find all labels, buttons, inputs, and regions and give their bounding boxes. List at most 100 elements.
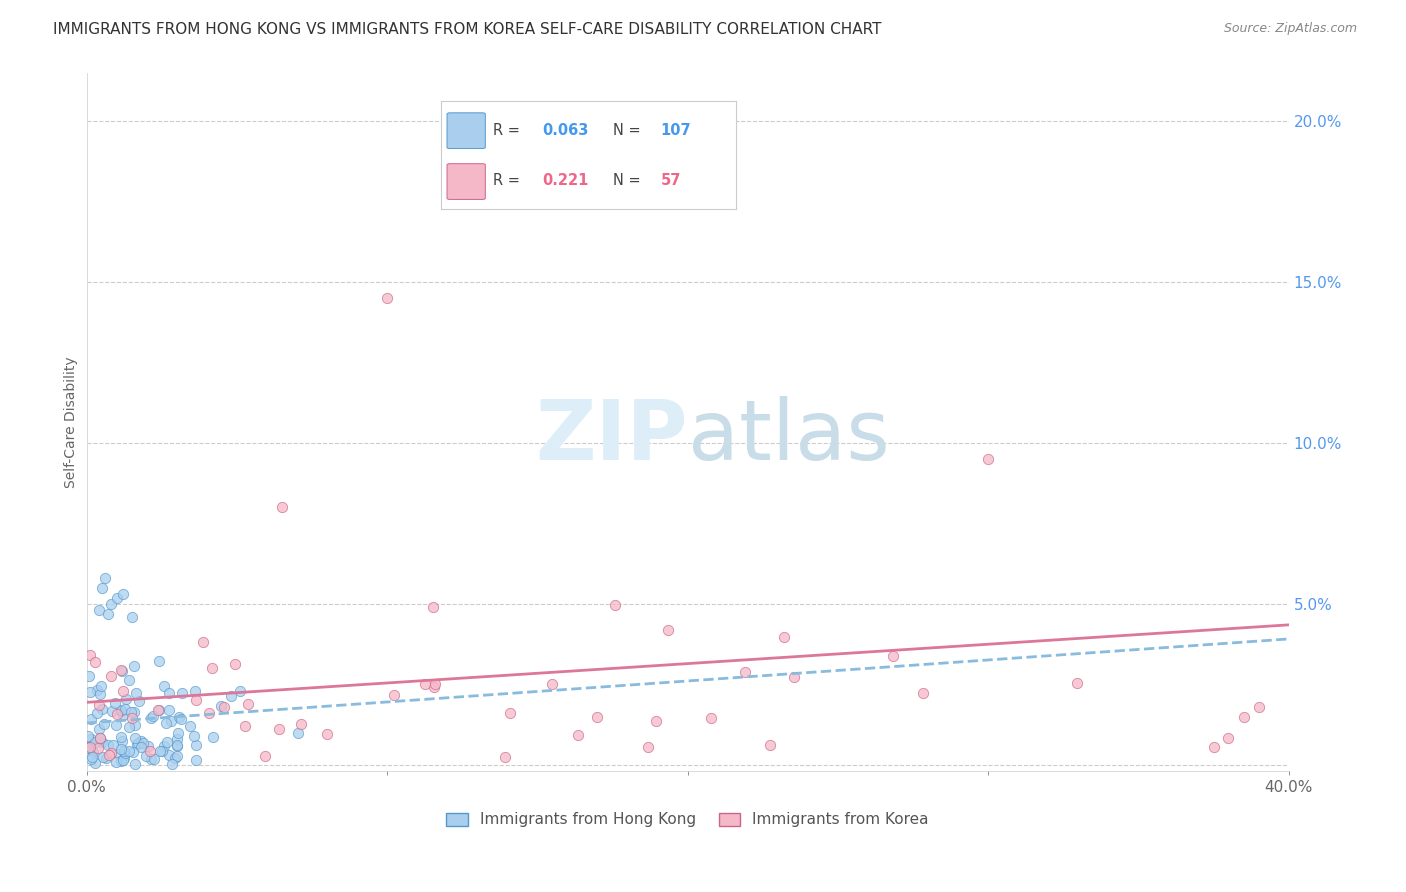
- Point: [112, 750, 135, 764]
- Text: ZIP: ZIP: [536, 396, 688, 476]
- Point: [87, 698, 110, 713]
- Point: [80, 732, 103, 747]
- Point: [114, 702, 136, 716]
- Point: [89, 731, 111, 745]
- Point: [122, 706, 145, 720]
- Point: [170, 712, 193, 726]
- Point: [82, 750, 104, 764]
- Point: [121, 711, 143, 725]
- Point: [91, 734, 114, 748]
- Point: [86, 683, 108, 698]
- Point: [422, 600, 444, 615]
- Point: [219, 690, 242, 704]
- Point: [118, 673, 141, 687]
- Point: [603, 598, 626, 612]
- Point: [142, 709, 165, 723]
- Point: [415, 677, 437, 691]
- Point: [101, 739, 124, 753]
- Point: [87, 741, 110, 756]
- Point: [214, 699, 236, 714]
- Point: [114, 746, 136, 760]
- Point: [93, 717, 115, 731]
- Point: [111, 707, 134, 722]
- Point: [87, 723, 110, 737]
- Point: [233, 718, 256, 732]
- Point: [111, 587, 134, 601]
- Point: [110, 703, 132, 717]
- Point: [121, 745, 143, 759]
- Point: [253, 749, 276, 764]
- Point: [166, 731, 188, 746]
- Point: [129, 734, 152, 748]
- Point: [157, 747, 180, 762]
- Text: Source: ZipAtlas.com: Source: ZipAtlas.com: [1223, 22, 1357, 36]
- Point: [170, 686, 193, 700]
- Point: [1202, 739, 1225, 754]
- Point: [77, 740, 100, 755]
- Point: [128, 694, 150, 708]
- Point: [115, 692, 138, 706]
- Point: [100, 746, 122, 760]
- Point: [80, 752, 103, 766]
- Point: [184, 738, 207, 752]
- Point: [97, 747, 120, 762]
- Point: [83, 656, 105, 670]
- Point: [124, 731, 146, 745]
- Point: [111, 733, 134, 747]
- Point: [79, 685, 101, 699]
- Legend: Immigrants from Hong Kong, Immigrants from Korea: Immigrants from Hong Kong, Immigrants fr…: [440, 806, 935, 833]
- Point: [139, 744, 162, 758]
- Point: [179, 718, 201, 732]
- Point: [759, 738, 782, 752]
- Point: [567, 728, 589, 742]
- Point: [90, 581, 112, 595]
- Point: [84, 756, 107, 770]
- Point: [111, 753, 134, 767]
- Point: [139, 711, 162, 725]
- Point: [110, 704, 132, 718]
- Point: [108, 747, 131, 761]
- Point: [110, 754, 132, 768]
- Point: [645, 714, 668, 728]
- Point: [110, 730, 132, 744]
- Point: [121, 610, 143, 624]
- Point: [111, 664, 134, 678]
- Point: [637, 739, 659, 754]
- Point: [160, 757, 183, 772]
- Point: [143, 752, 166, 766]
- Point: [124, 717, 146, 731]
- Point: [209, 698, 232, 713]
- Point: [382, 689, 405, 703]
- Point: [541, 677, 564, 691]
- Point: [124, 659, 146, 673]
- Point: [120, 705, 142, 719]
- Point: [127, 735, 149, 749]
- Point: [80, 712, 103, 726]
- Point: [267, 722, 290, 736]
- Point: [91, 750, 114, 764]
- Point: [139, 752, 162, 766]
- Point: [156, 735, 179, 749]
- Point: [138, 739, 160, 753]
- Point: [105, 706, 128, 721]
- Text: atlas: atlas: [688, 396, 890, 476]
- Point: [82, 745, 104, 759]
- Point: [97, 607, 120, 621]
- Point: [105, 591, 128, 605]
- Point: [783, 670, 806, 684]
- Point: [150, 744, 173, 758]
- Point: [100, 597, 122, 611]
- Point: [118, 744, 141, 758]
- Point: [93, 571, 115, 585]
- Point: [773, 631, 796, 645]
- Point: [465, 194, 488, 209]
- Point: [104, 697, 127, 711]
- Point: [100, 669, 122, 683]
- Point: [157, 686, 180, 700]
- Text: IMMIGRANTS FROM HONG KONG VS IMMIGRANTS FROM KOREA SELF-CARE DISABILITY CORRELAT: IMMIGRANTS FROM HONG KONG VS IMMIGRANTS …: [53, 22, 882, 37]
- Point: [110, 663, 132, 677]
- Point: [148, 703, 170, 717]
- Point: [148, 654, 170, 668]
- Point: [494, 750, 516, 764]
- Point: [77, 739, 100, 754]
